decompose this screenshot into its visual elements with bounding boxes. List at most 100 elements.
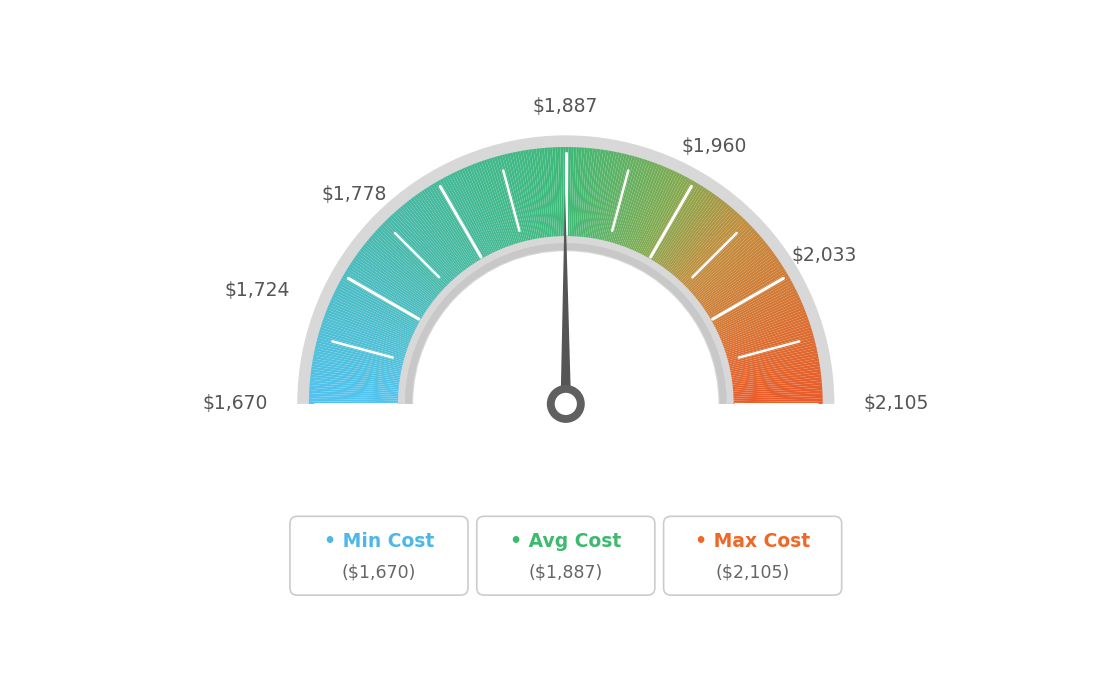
Wedge shape [310,372,405,385]
Wedge shape [596,152,616,245]
Wedge shape [357,253,435,310]
Wedge shape [312,358,406,377]
Wedge shape [673,211,737,284]
Wedge shape [318,335,410,362]
Wedge shape [337,285,422,331]
Wedge shape [623,163,658,253]
Wedge shape [658,193,714,272]
Wedge shape [309,385,404,394]
Wedge shape [726,366,820,382]
Wedge shape [544,148,554,242]
Wedge shape [489,158,519,249]
Wedge shape [607,156,635,248]
Wedge shape [726,369,820,384]
Wedge shape [360,248,437,307]
Wedge shape [689,236,762,299]
Wedge shape [715,307,805,344]
Wedge shape [309,393,404,399]
Text: • Avg Cost: • Avg Cost [510,532,622,551]
Wedge shape [654,188,708,269]
Wedge shape [714,299,802,339]
Wedge shape [686,230,756,295]
Wedge shape [694,248,772,307]
FancyBboxPatch shape [290,516,468,595]
Wedge shape [593,150,612,244]
Wedge shape [431,184,481,266]
Wedge shape [713,297,800,338]
Wedge shape [681,224,751,292]
Wedge shape [349,264,429,317]
Wedge shape [639,175,684,260]
Wedge shape [309,391,404,397]
Wedge shape [598,152,619,246]
Wedge shape [616,159,648,250]
Wedge shape [726,375,821,387]
Wedge shape [311,369,405,384]
Wedge shape [609,157,637,248]
Wedge shape [341,278,425,326]
Wedge shape [647,181,697,264]
Wedge shape [693,246,771,306]
Wedge shape [309,382,404,392]
Wedge shape [726,377,821,388]
Wedge shape [711,290,797,333]
Wedge shape [664,199,723,276]
Wedge shape [344,271,427,322]
Wedge shape [634,170,676,257]
Wedge shape [630,168,670,256]
Wedge shape [512,152,533,246]
Wedge shape [379,226,449,293]
Wedge shape [406,201,467,277]
Wedge shape [709,282,794,329]
Wedge shape [426,187,479,268]
Wedge shape [520,150,539,244]
Wedge shape [469,165,506,254]
Text: $2,033: $2,033 [792,246,857,266]
Wedge shape [364,242,439,304]
Wedge shape [692,242,767,304]
Wedge shape [382,222,452,290]
Wedge shape [573,147,580,242]
Wedge shape [474,163,509,253]
Wedge shape [311,366,405,382]
Wedge shape [718,312,807,348]
Wedge shape [669,206,732,280]
Wedge shape [707,278,790,326]
Wedge shape [502,155,527,247]
Wedge shape [466,166,505,255]
Wedge shape [397,208,461,282]
Wedge shape [297,135,835,404]
Wedge shape [720,322,810,354]
Wedge shape [722,337,815,364]
Wedge shape [314,353,407,373]
Wedge shape [676,215,742,286]
Wedge shape [701,262,782,315]
Wedge shape [310,375,405,387]
Wedge shape [309,388,404,395]
Wedge shape [643,177,690,262]
Wedge shape [571,147,576,242]
Wedge shape [710,287,796,332]
Wedge shape [662,197,721,275]
Wedge shape [523,150,541,244]
Wedge shape [321,322,412,354]
Wedge shape [594,151,614,245]
Wedge shape [624,164,660,253]
Wedge shape [542,148,552,243]
Wedge shape [386,219,454,288]
Wedge shape [726,372,821,385]
Wedge shape [675,213,740,285]
Wedge shape [587,150,603,244]
Wedge shape [411,197,469,275]
Wedge shape [614,159,645,250]
Wedge shape [611,157,640,249]
Wedge shape [583,148,595,243]
Wedge shape [537,148,549,243]
Wedge shape [510,152,532,246]
Wedge shape [339,280,424,327]
Wedge shape [550,148,558,242]
Wedge shape [325,312,414,348]
Wedge shape [693,244,768,304]
Wedge shape [680,222,750,290]
Wedge shape [367,240,440,302]
